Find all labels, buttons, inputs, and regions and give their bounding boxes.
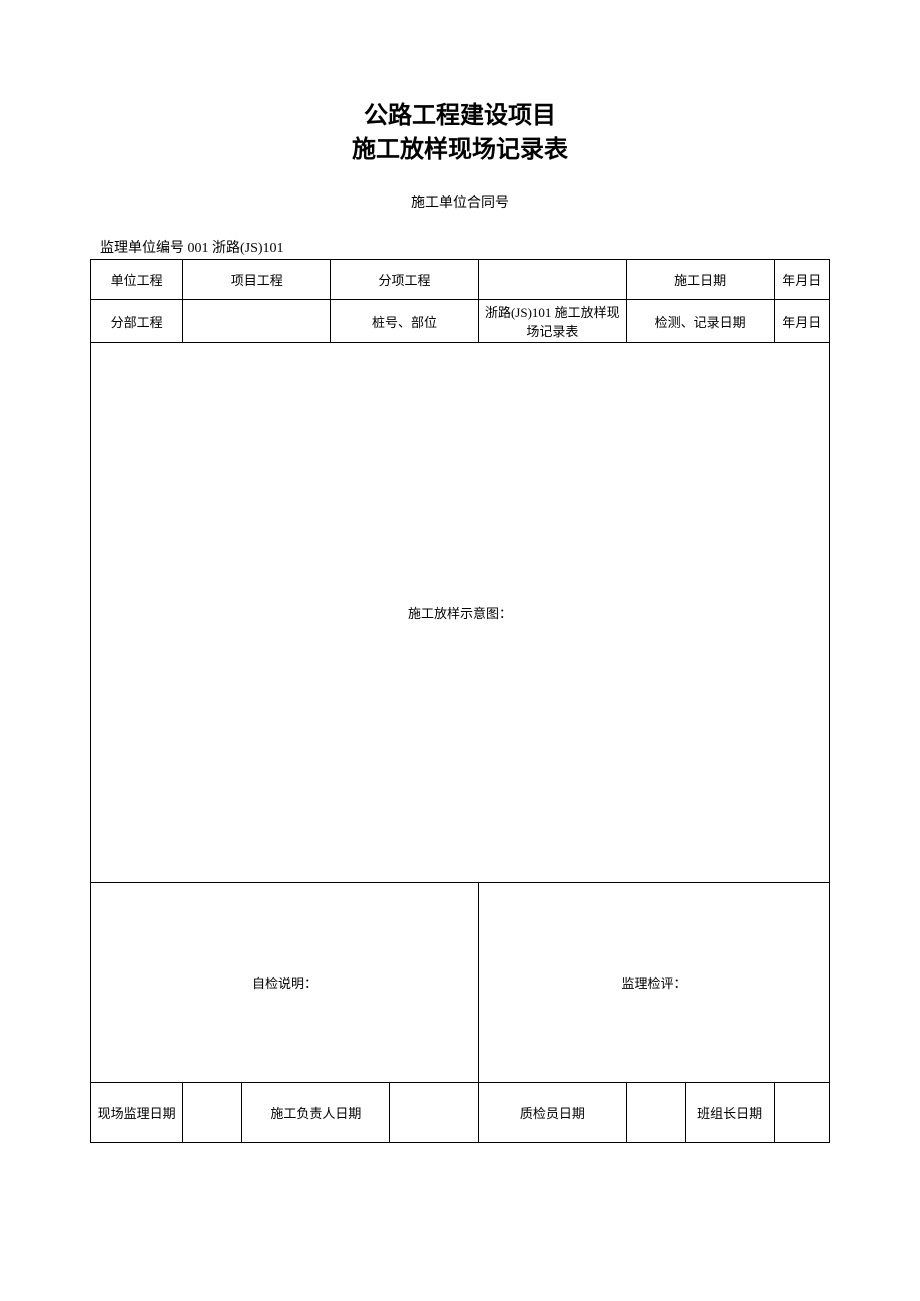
- title-line1: 公路工程建设项目: [90, 100, 830, 134]
- self-inspect-cell: 自检说明：: [91, 883, 479, 1083]
- subtitle: 施工单位合同号: [90, 192, 830, 212]
- header-row-1: 单位工程 项目工程 分项工程 施工日期 年月日: [91, 260, 830, 300]
- cell-construct-date-label: 施工日期: [626, 260, 774, 300]
- cell-unit-project-label: 单位工程: [91, 260, 183, 300]
- cell-check-date-label: 检测、记录日期: [626, 300, 774, 343]
- header-row-2: 分部工程 桩号、部位 浙路(JS)101 施工放样现场记录表 检测、记录日期 年…: [91, 300, 830, 343]
- main-table: 单位工程 项目工程 分项工程 施工日期 年月日 分部工程 桩号、部位 浙路(JS…: [90, 259, 830, 1143]
- cell-record-table-label: 浙路(JS)101 施工放样现场记录表: [478, 300, 626, 343]
- supervise-label: 监理检评：: [621, 976, 686, 991]
- sign-qc-value: [626, 1083, 685, 1143]
- sign-supervisor-label: 现场监理日期: [91, 1083, 183, 1143]
- cell-pile-position-label: 桩号、部位: [331, 300, 479, 343]
- pre-table-label: 监理单位编号 001 浙路(JS)101: [100, 237, 830, 257]
- cell-date-value-2: 年月日: [774, 300, 830, 343]
- sign-manager-label: 施工负责人日期: [242, 1083, 390, 1143]
- diagram-row: 施工放样示意图：: [91, 343, 830, 883]
- title-block: 公路工程建设项目 施工放样现场记录表: [90, 100, 830, 167]
- diagram-label: 施工放样示意图：: [408, 606, 512, 621]
- sign-manager-value: [390, 1083, 479, 1143]
- cell-division-value: [183, 300, 331, 343]
- cell-project-label: 项目工程: [183, 260, 331, 300]
- document-page: 公路工程建设项目 施工放样现场记录表 施工单位合同号 监理单位编号 001 浙路…: [0, 0, 920, 1143]
- title-line2: 施工放样现场记录表: [90, 134, 830, 168]
- sign-supervisor-value: [183, 1083, 242, 1143]
- sign-teamleader-label: 班组长日期: [685, 1083, 774, 1143]
- sign-teamleader-value: [774, 1083, 830, 1143]
- signature-row: 现场监理日期 施工负责人日期 质检员日期 班组长日期: [91, 1083, 830, 1143]
- cell-division-project-label: 分部工程: [91, 300, 183, 343]
- supervise-cell: 监理检评：: [478, 883, 829, 1083]
- cell-blank-1: [478, 260, 626, 300]
- diagram-cell: 施工放样示意图：: [91, 343, 830, 883]
- cell-sub-project-label: 分项工程: [331, 260, 479, 300]
- inspection-row: 自检说明： 监理检评：: [91, 883, 830, 1083]
- cell-date-value-1: 年月日: [774, 260, 830, 300]
- self-inspect-label: 自检说明：: [252, 976, 317, 991]
- sign-qc-label: 质检员日期: [478, 1083, 626, 1143]
